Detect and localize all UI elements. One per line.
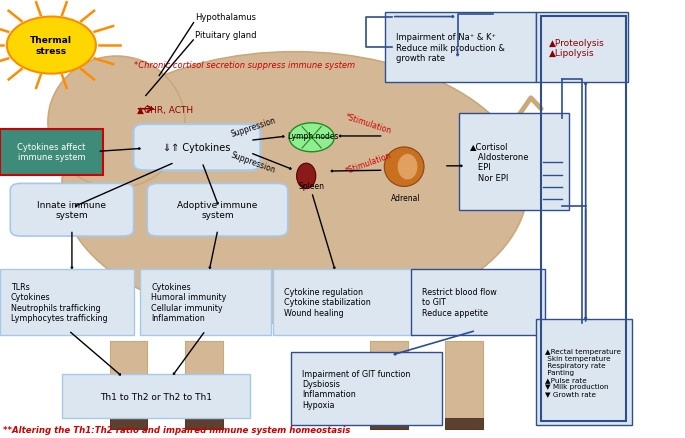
- FancyBboxPatch shape: [273, 269, 413, 335]
- Text: Hypothalamus: Hypothalamus: [195, 13, 256, 22]
- FancyBboxPatch shape: [536, 13, 628, 83]
- Circle shape: [289, 124, 334, 152]
- Text: TLRs
Cytokines
Neutrophils trafficking
Lymphocytes trafficking: TLRs Cytokines Neutrophils trafficking L…: [11, 282, 108, 322]
- Ellipse shape: [17, 140, 65, 162]
- Text: Cytokines affect
immune system: Cytokines affect immune system: [17, 142, 86, 162]
- Text: *Stimulation: *Stimulation: [345, 151, 393, 175]
- Text: ▲Rectal temperature
 Skin temperature
 Respiratory rate
 Panting
▲Pulse rate
▼ M: ▲Rectal temperature Skin temperature Res…: [545, 348, 621, 396]
- Text: *Chronic cortisol secretion suppress immune system: *Chronic cortisol secretion suppress imm…: [134, 61, 355, 70]
- FancyBboxPatch shape: [370, 418, 408, 429]
- Text: *Stimulation: *Stimulation: [345, 112, 393, 135]
- FancyBboxPatch shape: [140, 269, 271, 335]
- Text: Adrenal: Adrenal: [390, 194, 420, 202]
- FancyBboxPatch shape: [291, 353, 442, 425]
- Text: ⇓⇑ Cytokines: ⇓⇑ Cytokines: [163, 143, 231, 153]
- FancyBboxPatch shape: [110, 342, 147, 429]
- FancyBboxPatch shape: [411, 269, 545, 335]
- Ellipse shape: [384, 148, 424, 187]
- Text: Pituitary gland: Pituitary gland: [195, 31, 257, 39]
- FancyBboxPatch shape: [445, 418, 483, 429]
- Bar: [627, 0, 685, 438]
- Text: Adoptive immune
system: Adoptive immune system: [177, 201, 258, 220]
- Text: Cytokines
Humoral immunity
Cellular immunity
Inflammation: Cytokines Humoral immunity Cellular immu…: [151, 282, 227, 322]
- FancyBboxPatch shape: [62, 374, 250, 418]
- Text: ▲Cortisol
   Aldosterone
   EPI
   Nor EPI: ▲Cortisol Aldosterone EPI Nor EPI: [470, 142, 528, 182]
- FancyBboxPatch shape: [134, 125, 260, 171]
- Text: ▲CHR, ACTH: ▲CHR, ACTH: [137, 106, 193, 115]
- Ellipse shape: [62, 53, 527, 324]
- Text: Impairment of GIT function
Dysbiosis
Inflammation
Hypoxia: Impairment of GIT function Dysbiosis Inf…: [302, 369, 410, 409]
- FancyBboxPatch shape: [370, 342, 408, 429]
- FancyBboxPatch shape: [110, 418, 147, 429]
- FancyBboxPatch shape: [10, 184, 134, 237]
- FancyBboxPatch shape: [385, 13, 536, 83]
- Text: Innate immune
system: Innate immune system: [38, 201, 106, 220]
- Ellipse shape: [48, 57, 185, 188]
- Text: Suppression: Suppression: [230, 150, 277, 174]
- Text: Suppression: Suppression: [229, 116, 277, 138]
- Text: Restrict blood flow
to GIT
Reduce appetite: Restrict blood flow to GIT Reduce appeti…: [422, 287, 497, 317]
- FancyBboxPatch shape: [185, 418, 223, 429]
- Text: Impairment of Na⁺ & K⁺
Reduce milk production &
growth rate: Impairment of Na⁺ & K⁺ Reduce milk produ…: [396, 33, 505, 63]
- FancyBboxPatch shape: [185, 342, 223, 429]
- Ellipse shape: [297, 164, 316, 189]
- FancyBboxPatch shape: [459, 114, 569, 210]
- Text: Thermal
stress: Thermal stress: [30, 36, 73, 56]
- Ellipse shape: [397, 154, 418, 180]
- FancyBboxPatch shape: [445, 342, 483, 429]
- Text: Th1 to Th2 or Th2 to Th1: Th1 to Th2 or Th2 to Th1: [100, 392, 212, 401]
- Text: Spleen: Spleen: [299, 182, 325, 191]
- FancyBboxPatch shape: [536, 320, 632, 425]
- Text: **Altering the Th1:Th2 ratio and impaired immune system homeostasis: **Altering the Th1:Th2 ratio and impaire…: [3, 424, 351, 434]
- Circle shape: [7, 18, 96, 74]
- Text: Lymph nodes: Lymph nodes: [288, 131, 339, 140]
- Text: Cytokine regulation
Cytokine stabilization
Wound healing: Cytokine regulation Cytokine stabilizati…: [284, 287, 371, 317]
- FancyBboxPatch shape: [147, 184, 288, 237]
- Text: ▲Proteolysis
▲Lipolysis: ▲Proteolysis ▲Lipolysis: [549, 39, 605, 58]
- FancyBboxPatch shape: [0, 269, 134, 335]
- FancyBboxPatch shape: [0, 129, 103, 175]
